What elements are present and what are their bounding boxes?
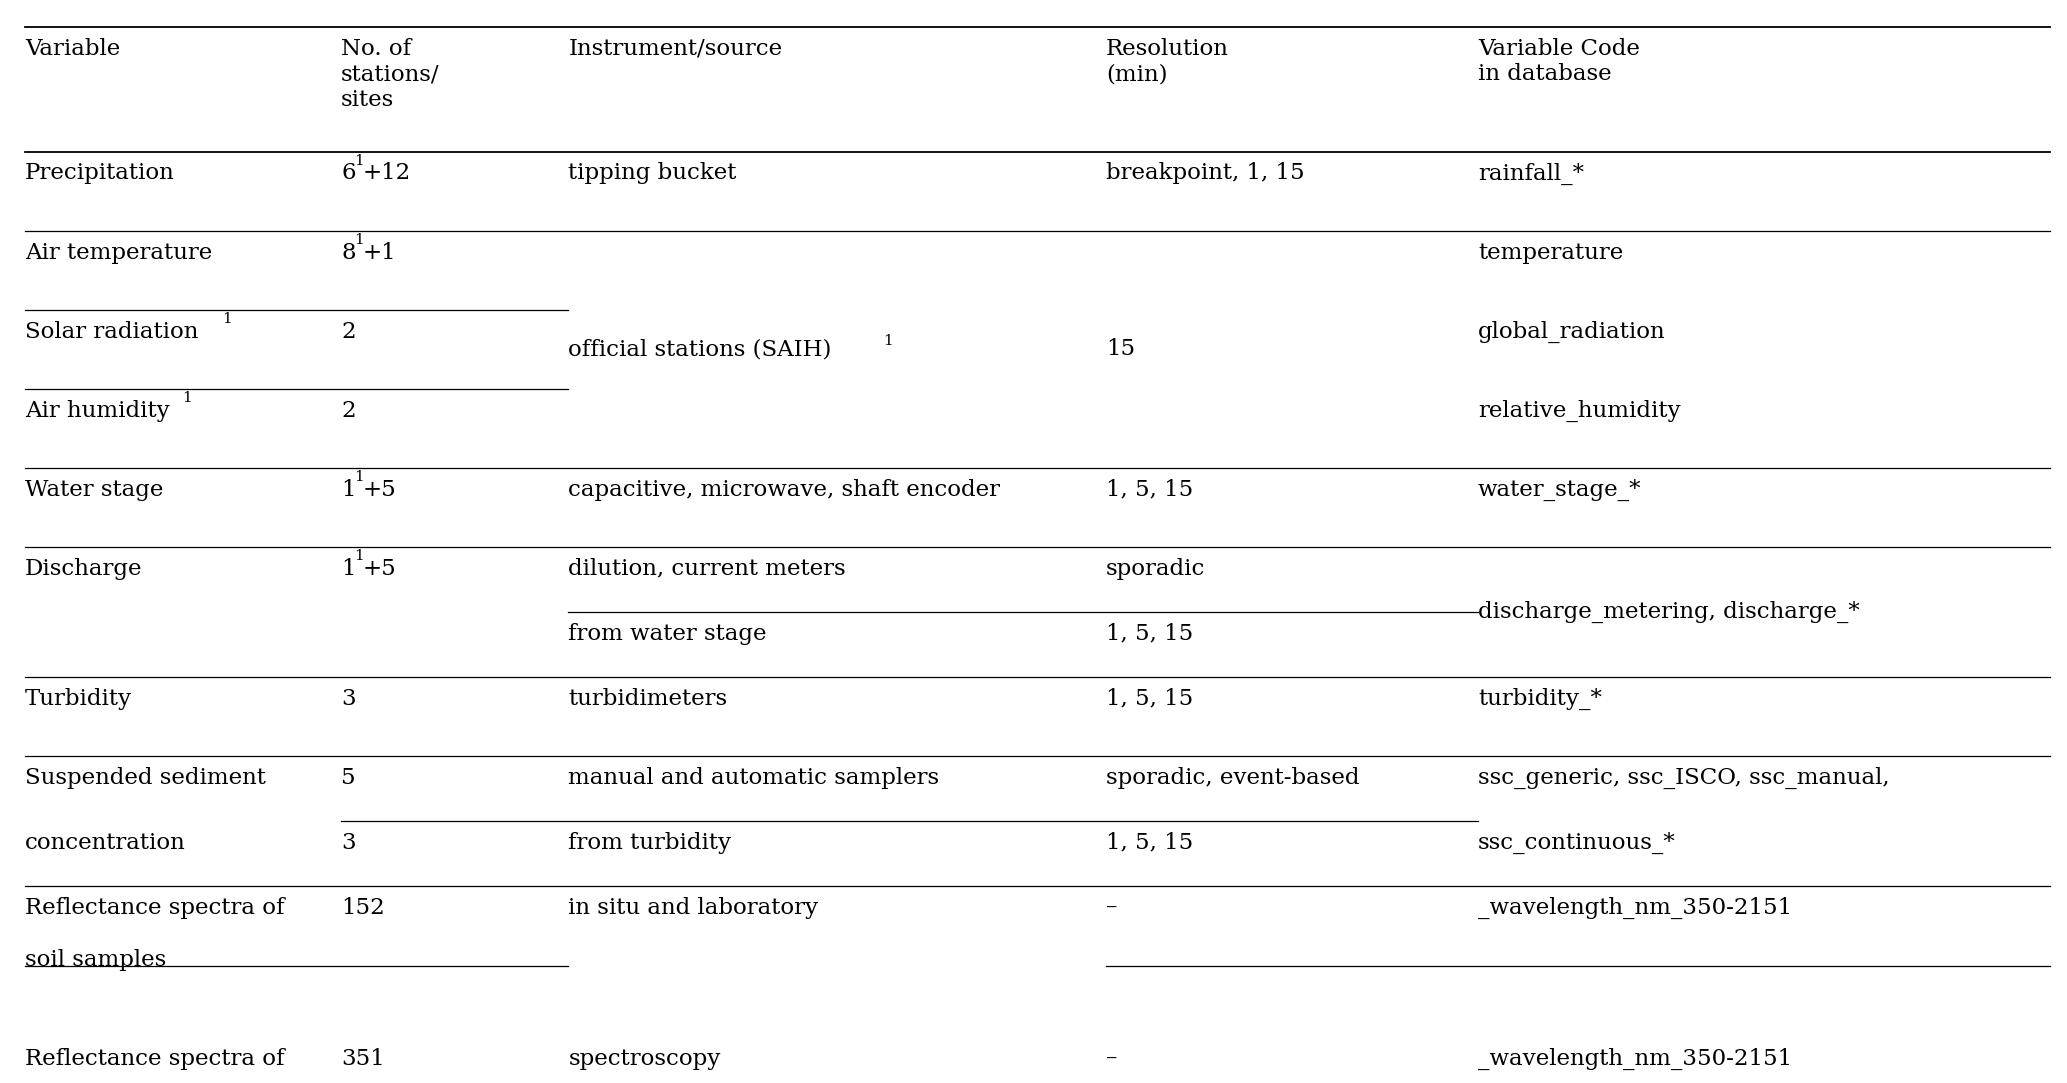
Text: manual and automatic samplers: manual and automatic samplers	[568, 767, 940, 788]
Text: 1: 1	[353, 154, 364, 168]
Text: 1, 5, 15: 1, 5, 15	[1106, 832, 1193, 853]
Text: _wavelength_nm_350-2151: _wavelength_nm_350-2151	[1478, 897, 1792, 918]
Text: _wavelength_nm_350-2151: _wavelength_nm_350-2151	[1478, 1048, 1792, 1070]
Text: official stations (SAIH): official stations (SAIH)	[568, 338, 831, 361]
Text: Air temperature: Air temperature	[25, 242, 213, 263]
Text: Discharge: Discharge	[25, 558, 143, 579]
Text: Suspended sediment: Suspended sediment	[25, 767, 267, 788]
Text: 1: 1	[221, 312, 232, 326]
Text: Turbidity: Turbidity	[25, 688, 132, 709]
Text: rainfall_*: rainfall_*	[1478, 162, 1583, 184]
Text: ssc_continuous_*: ssc_continuous_*	[1478, 832, 1676, 853]
Text: water_stage_*: water_stage_*	[1478, 479, 1641, 500]
Text: 1: 1	[353, 549, 364, 563]
Text: Water stage: Water stage	[25, 479, 163, 500]
Text: Solar radiation: Solar radiation	[25, 321, 198, 342]
Text: 3: 3	[341, 688, 356, 709]
Text: 1, 5, 15: 1, 5, 15	[1106, 623, 1193, 644]
Text: global_radiation: global_radiation	[1478, 321, 1666, 342]
Text: +5: +5	[364, 479, 397, 500]
Text: –: –	[1106, 1048, 1118, 1070]
Text: 5: 5	[341, 767, 356, 788]
Text: 1: 1	[341, 558, 356, 579]
Text: No. of
stations/
sites: No. of stations/ sites	[341, 38, 440, 110]
Text: +5: +5	[364, 558, 397, 579]
Text: capacitive, microwave, shaft encoder: capacitive, microwave, shaft encoder	[568, 479, 1000, 500]
Text: +12: +12	[364, 162, 411, 184]
Text: Resolution
(min): Resolution (min)	[1106, 38, 1228, 86]
Text: temperature: temperature	[1478, 242, 1623, 263]
Text: 3: 3	[341, 832, 356, 853]
Text: tipping bucket: tipping bucket	[568, 162, 736, 184]
Text: sporadic: sporadic	[1106, 558, 1205, 579]
Text: from water stage: from water stage	[568, 623, 767, 644]
Text: relative_humidity: relative_humidity	[1478, 400, 1680, 421]
Text: Variable Code
in database: Variable Code in database	[1478, 38, 1639, 86]
Text: –: –	[1106, 897, 1118, 918]
Text: concentration: concentration	[25, 832, 186, 853]
Text: 351: 351	[341, 1048, 384, 1070]
Text: Reflectance spectra of: Reflectance spectra of	[25, 1048, 285, 1070]
Text: dilution, current meters: dilution, current meters	[568, 558, 845, 579]
Text: from turbidity: from turbidity	[568, 832, 732, 853]
Text: 1: 1	[341, 479, 356, 500]
Text: spectroscopy: spectroscopy	[568, 1048, 721, 1070]
Text: 1, 5, 15: 1, 5, 15	[1106, 479, 1193, 500]
Text: Air humidity: Air humidity	[25, 400, 169, 421]
Text: sporadic, event-based: sporadic, event-based	[1106, 767, 1360, 788]
Text: 6: 6	[341, 162, 356, 184]
Text: Reflectance spectra of: Reflectance spectra of	[25, 897, 285, 918]
Text: 8: 8	[341, 242, 356, 263]
Text: turbidimeters: turbidimeters	[568, 688, 728, 709]
Text: discharge_metering, discharge_*: discharge_metering, discharge_*	[1478, 601, 1860, 623]
Text: 1, 5, 15: 1, 5, 15	[1106, 688, 1193, 709]
Text: 152: 152	[341, 897, 384, 918]
Text: ssc_generic, ssc_ISCO, ssc_manual,: ssc_generic, ssc_ISCO, ssc_manual,	[1478, 767, 1889, 788]
Text: 1: 1	[353, 470, 364, 484]
Text: 1: 1	[353, 233, 364, 247]
Text: 2: 2	[341, 400, 356, 421]
Text: turbidity_*: turbidity_*	[1478, 688, 1602, 709]
Text: soil samples: soil samples	[25, 949, 165, 970]
Text: +1: +1	[364, 242, 397, 263]
Text: in situ and laboratory: in situ and laboratory	[568, 897, 819, 918]
Text: 2: 2	[341, 321, 356, 342]
Text: Variable: Variable	[25, 38, 120, 60]
Text: Precipitation: Precipitation	[25, 162, 174, 184]
Text: 15: 15	[1106, 338, 1135, 361]
Text: 1: 1	[883, 334, 893, 348]
Text: 1: 1	[182, 391, 192, 405]
Text: breakpoint, 1, 15: breakpoint, 1, 15	[1106, 162, 1304, 184]
Text: Instrument/source: Instrument/source	[568, 38, 783, 60]
